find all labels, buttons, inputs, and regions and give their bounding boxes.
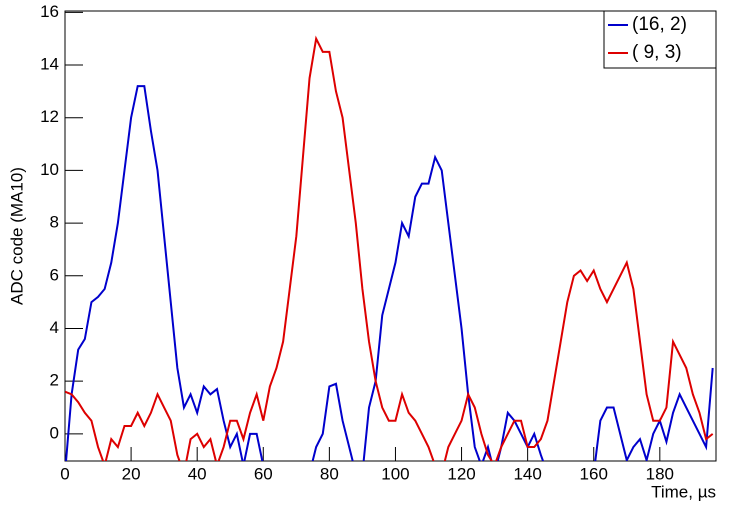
x-tick-label: 80 (320, 464, 339, 483)
legend-box (603, 10, 717, 69)
y-axis-label: ADC code (MA10) (7, 167, 26, 305)
plot-area (65, 35, 714, 461)
y-tick-label: 14 (40, 54, 59, 73)
legend-label: (16, 2) (632, 14, 687, 35)
x-tick-label: 0 (60, 464, 69, 483)
y-tick-label: 10 (40, 160, 59, 179)
plot-frame (64, 10, 717, 462)
y-tick-label: 16 (40, 2, 59, 21)
legend-label: ( 9, 3) (632, 42, 682, 63)
y-tick-label: 6 (50, 265, 59, 284)
y-tick-label: 2 (50, 371, 59, 390)
x-tick-label: 140 (513, 464, 541, 483)
y-tick-label: 8 (50, 213, 59, 232)
x-tick-label: 60 (254, 464, 273, 483)
series-line (65, 35, 714, 461)
series-line (65, 85, 714, 461)
x-tick-label: 180 (646, 464, 674, 483)
y-tick-label: 4 (50, 318, 59, 337)
x-tick-label: 40 (188, 464, 207, 483)
x-axis-label: Time, µs (651, 482, 716, 501)
x-tick-label: 120 (447, 464, 475, 483)
x-tick-label: 100 (381, 464, 409, 483)
x-tick-label: 160 (580, 464, 608, 483)
x-tick-label: 20 (122, 464, 141, 483)
y-tick-label: 0 (50, 423, 59, 442)
y-tick-label: 12 (40, 107, 59, 126)
